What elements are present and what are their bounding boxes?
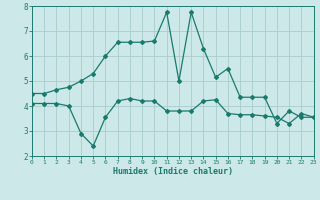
X-axis label: Humidex (Indice chaleur): Humidex (Indice chaleur): [113, 167, 233, 176]
